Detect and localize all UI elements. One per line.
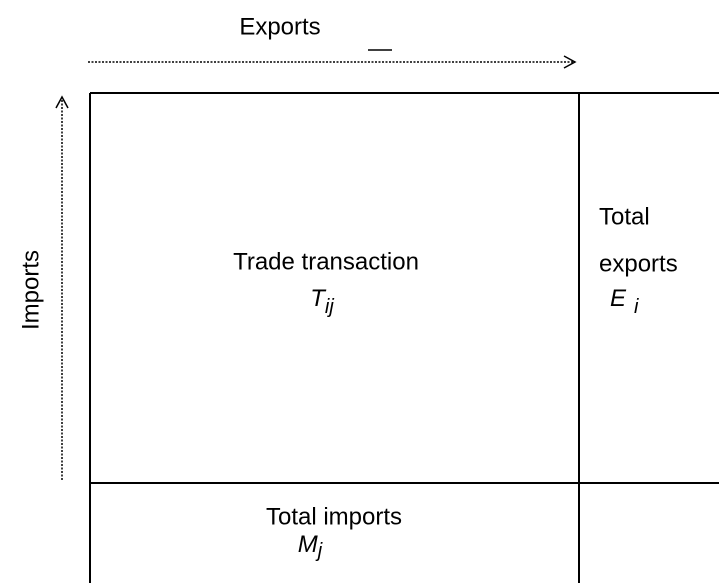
matrix-grid [89, 92, 719, 583]
exports-label-1: Total [599, 203, 650, 230]
exports-label-2: exports [599, 250, 678, 277]
imports-symbol: Mj [298, 531, 323, 562]
exports-axis-label: Exports [239, 13, 320, 40]
trade-symbol: Tij [310, 285, 334, 318]
symbol: T [310, 285, 327, 312]
symbol: E [610, 285, 627, 312]
imports-axis-label: Imports [17, 250, 44, 330]
subscript: ij [325, 296, 334, 318]
subscript: j [315, 540, 323, 562]
trade-label: Trade transaction [233, 248, 419, 275]
subscript: i [634, 296, 639, 318]
symbol: M [298, 531, 318, 558]
imports-label: Total imports [266, 503, 402, 530]
